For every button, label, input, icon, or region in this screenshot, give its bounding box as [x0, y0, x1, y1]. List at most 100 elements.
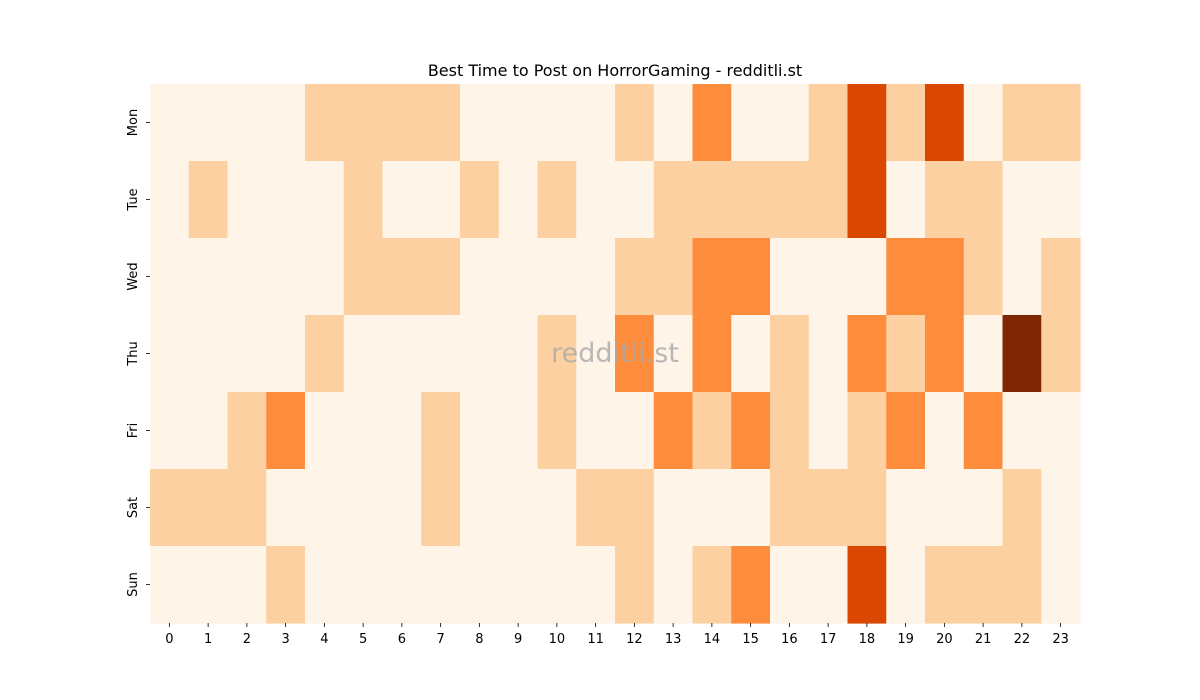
heatmap-cell-sun-9: [498, 546, 539, 624]
y-tick-label: Wed: [126, 262, 141, 290]
heatmap-cell-wed-10: [537, 238, 577, 316]
x-tick-label: 9: [514, 632, 522, 647]
heatmap-cell-thu-19: [886, 315, 926, 393]
x-tick-label: 21: [975, 632, 992, 647]
heatmap-cell-thu-2: [227, 315, 267, 393]
y-tick-label: Mon: [126, 109, 141, 136]
heatmap-cell-wed-15: [731, 238, 771, 316]
heatmap-cell-sat-12: [615, 469, 655, 547]
heatmap-cell-wed-22: [1002, 238, 1042, 316]
x-tick-label: 2: [243, 632, 251, 647]
heatmap-cell-mon-11: [576, 84, 616, 162]
heatmap-cell-fri-1: [188, 392, 229, 470]
heatmap-cell-sat-17: [808, 469, 849, 547]
heatmap-cell-thu-23: [1041, 315, 1081, 393]
heatmap-cell-wed-17: [808, 238, 849, 316]
heatmap-cell-sun-3: [266, 546, 306, 624]
heatmap-cell-sat-7: [421, 469, 461, 547]
heatmap-cell-sun-4: [305, 546, 345, 624]
heatmap-cell-sat-1: [188, 469, 229, 547]
heatmap-cell-tue-17: [808, 161, 849, 239]
heatmap-cell-wed-20: [925, 238, 965, 316]
heatmap-cell-sun-23: [1041, 546, 1081, 624]
heatmap-cell-sun-11: [576, 546, 616, 624]
heatmap-cell-wed-23: [1041, 238, 1081, 316]
heatmap-cell-sat-4: [305, 469, 345, 547]
heatmap-cell-fri-0: [150, 392, 190, 470]
heatmap-cell-fri-14: [692, 392, 732, 470]
heatmap-cells: [150, 84, 1081, 624]
chart-title: Best Time to Post on HorrorGaming - redd…: [428, 61, 802, 80]
heatmap-cell-tue-13: [653, 161, 694, 239]
x-tick-label: 13: [665, 632, 682, 647]
heatmap-cell-fri-11: [576, 392, 616, 470]
heatmap-cell-thu-15: [731, 315, 771, 393]
heatmap-cell-sun-17: [808, 546, 849, 624]
heatmap-cell-wed-2: [227, 238, 267, 316]
heatmap-cell-tue-7: [421, 161, 461, 239]
heatmap-cell-thu-4: [305, 315, 345, 393]
heatmap-cell-thu-21: [963, 315, 1004, 393]
heatmap-cell-thu-12: [615, 315, 655, 393]
heatmap-cell-mon-6: [382, 84, 422, 162]
heatmap-cell-thu-20: [925, 315, 965, 393]
heatmap-cell-sun-22: [1002, 546, 1042, 624]
heatmap-cell-tue-16: [770, 161, 810, 239]
x-tick-label: 7: [436, 632, 444, 647]
heatmap-cell-tue-18: [847, 161, 887, 239]
heatmap-cell-mon-13: [653, 84, 694, 162]
heatmap-cell-tue-4: [305, 161, 345, 239]
heatmap-cell-sat-20: [925, 469, 965, 547]
heatmap-cell-sun-5: [343, 546, 384, 624]
heatmap-cell-sat-23: [1041, 469, 1081, 547]
heatmap-cell-sun-19: [886, 546, 926, 624]
heatmap-cell-sun-13: [653, 546, 694, 624]
y-tick-label: Tue: [126, 188, 141, 211]
heatmap-cell-mon-3: [266, 84, 306, 162]
heatmap-cell-wed-21: [963, 238, 1004, 316]
heatmap-cell-wed-6: [382, 238, 422, 316]
heatmap-cell-sat-15: [731, 469, 771, 547]
heatmap-cell-wed-18: [847, 238, 887, 316]
heatmap-cell-mon-16: [770, 84, 810, 162]
heatmap-cell-thu-7: [421, 315, 461, 393]
heatmap-cell-mon-10: [537, 84, 577, 162]
heatmap-cell-mon-1: [188, 84, 229, 162]
heatmap-cell-sat-22: [1002, 469, 1042, 547]
heatmap-cell-tue-6: [382, 161, 422, 239]
x-tick-label: 14: [704, 632, 721, 647]
heatmap-cell-wed-8: [460, 238, 500, 316]
heatmap-cell-fri-3: [266, 392, 306, 470]
x-tick-label: 17: [820, 632, 837, 647]
heatmap-cell-tue-3: [266, 161, 306, 239]
heatmap-cell-tue-2: [227, 161, 267, 239]
x-tick-label: 3: [281, 632, 289, 647]
heatmap-cell-sun-20: [925, 546, 965, 624]
heatmap-cell-sat-13: [653, 469, 694, 547]
x-tick-label: 15: [742, 632, 759, 647]
y-tick-label: Sun: [126, 572, 141, 597]
heatmap-cell-mon-19: [886, 84, 926, 162]
heatmap-cell-thu-10: [537, 315, 577, 393]
heatmap-cell-sun-15: [731, 546, 771, 624]
heatmap-cell-fri-13: [653, 392, 694, 470]
y-tick-label: Sat: [126, 497, 141, 518]
heatmap-cell-tue-23: [1041, 161, 1081, 239]
heatmap-cell-tue-11: [576, 161, 616, 239]
heatmap-cell-wed-3: [266, 238, 306, 316]
x-tick-label: 6: [398, 632, 406, 647]
heatmap-cell-wed-4: [305, 238, 345, 316]
heatmap-cell-sun-10: [537, 546, 577, 624]
heatmap-cell-tue-21: [963, 161, 1004, 239]
heatmap-cell-sat-10: [537, 469, 577, 547]
heatmap-cell-sat-2: [227, 469, 267, 547]
heatmap-cell-wed-9: [498, 238, 539, 316]
heatmap-cell-mon-17: [808, 84, 849, 162]
heatmap-cell-fri-4: [305, 392, 345, 470]
heatmap-cell-sat-16: [770, 469, 810, 547]
heatmap-cell-thu-11: [576, 315, 616, 393]
heatmap-cell-mon-18: [847, 84, 887, 162]
heatmap-cell-mon-7: [421, 84, 461, 162]
heatmap-cell-wed-12: [615, 238, 655, 316]
